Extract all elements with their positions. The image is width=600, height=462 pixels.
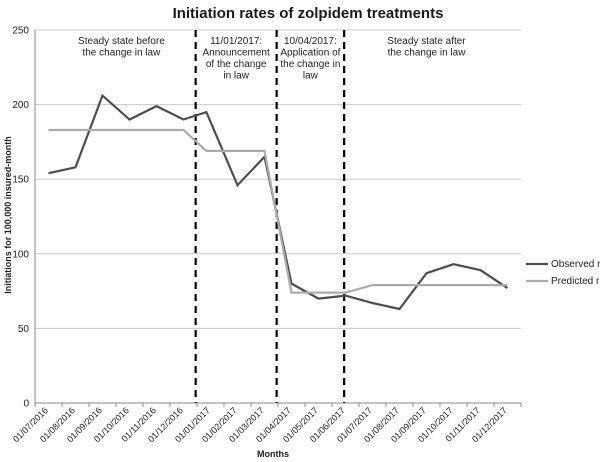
annotation-text: Steady state after the change in law: [387, 36, 466, 59]
annotation-text: 10/04/2017: Application of the change in la…: [280, 36, 340, 82]
legend-label: Observed rates: [551, 259, 600, 270]
y-tick-label: 200: [12, 100, 29, 111]
y-tick-labels: 0 50 100 150 200 250: [12, 26, 29, 410]
y-tick-label: 50: [18, 324, 30, 335]
annotation-line: 11/01/2017:: [210, 36, 262, 47]
y-tick-label: 0: [23, 399, 29, 410]
legend-label: Predicted rates: [551, 276, 600, 287]
y-tick-label: 100: [12, 249, 29, 260]
x-tick-labels: 01/07/201601/08/201601/09/201601/10/2016…: [11, 405, 509, 444]
annotation-line: Announcement: [203, 48, 270, 59]
annotation-line: Steady state before: [78, 36, 165, 47]
annotation-line: the change in: [280, 59, 340, 70]
series-lines: [48, 93, 509, 311]
series-line-1: [48, 93, 509, 311]
annotation-text: Steady state before the change in law: [78, 36, 165, 59]
chart-title: Initiation rates of zolpidem treatments: [173, 5, 444, 22]
event-lines: [194, 30, 346, 403]
series-line-2: [48, 128, 508, 294]
legend: Observed rates Predicted rates: [526, 259, 600, 287]
axes: [34, 30, 522, 407]
annotation-line: Application of: [280, 48, 340, 59]
annotation-line: in law: [223, 71, 249, 82]
y-tick-label: 250: [12, 26, 29, 37]
annotation-line: of the change: [206, 59, 267, 70]
annotation-text: 11/01/2017: Announcement of the change in l…: [203, 36, 270, 82]
annotation-line: 10/04/2017:: [284, 36, 337, 47]
annotation-line: law: [303, 71, 319, 82]
x-axis-label: Months: [257, 449, 289, 459]
annotation-line: the change in law: [82, 48, 161, 59]
annotations: Steady state before the change in law11/0…: [78, 36, 466, 82]
gridlines: [35, 29, 521, 329]
annotation-line: the change in law: [388, 48, 467, 59]
y-axis-label: Initiations for 100,000 insured-month: [3, 136, 13, 294]
annotation-line: Steady state after: [387, 36, 466, 47]
y-tick-label: 150: [12, 175, 29, 186]
